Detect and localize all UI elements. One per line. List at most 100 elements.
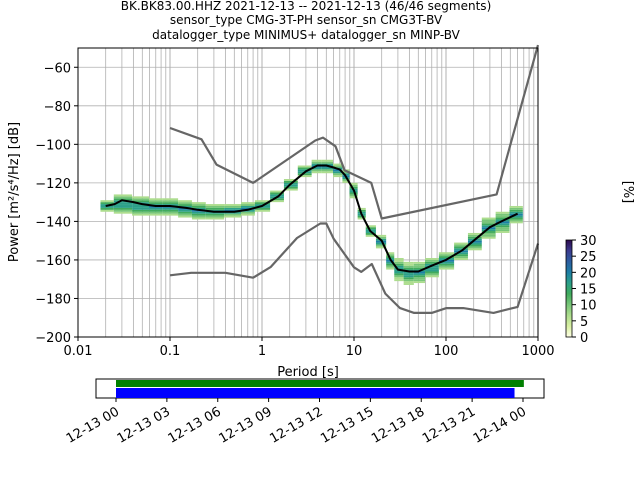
density-cell	[438, 265, 455, 268]
density-cell	[349, 192, 358, 195]
density-cell	[403, 275, 414, 278]
density-cell	[283, 186, 298, 189]
colorbar-label: [%]	[620, 181, 635, 204]
density-cell	[413, 263, 426, 266]
density-cell	[113, 204, 133, 206]
density-cell	[394, 265, 404, 268]
nhnm-line	[169, 44, 540, 220]
density-cell	[205, 215, 225, 218]
density-cell	[162, 200, 179, 203]
density-cell	[162, 202, 179, 205]
density-cell	[425, 271, 439, 274]
density-cell	[349, 186, 358, 189]
density-cell	[425, 267, 439, 270]
density-cell	[132, 211, 150, 214]
density-cell	[509, 205, 523, 208]
density-cell	[254, 209, 271, 212]
x-tick-label: 0.01	[64, 344, 93, 359]
density-cell	[149, 207, 163, 210]
density-cell	[113, 209, 133, 212]
colorbar-tick-label: 25	[580, 250, 597, 265]
density-cell	[205, 213, 225, 216]
density-cell	[438, 259, 455, 262]
density-cell	[403, 263, 414, 266]
x-axis-label: Period [s]	[277, 365, 339, 380]
density-cell	[394, 259, 404, 262]
density-cell	[425, 259, 439, 262]
density-cell	[403, 265, 414, 268]
density-cell	[467, 248, 482, 251]
colorbar-tick-label: 0	[580, 331, 588, 346]
density-cell	[438, 254, 455, 257]
density-cell	[178, 204, 192, 206]
timeline-tick-label: 12-13 09	[217, 404, 275, 446]
density-cell	[481, 223, 496, 226]
density-cell	[342, 173, 350, 176]
density-cell	[375, 244, 387, 247]
timeline-blue-bar	[116, 388, 515, 398]
density-cell	[375, 242, 387, 245]
density-cell	[162, 213, 179, 216]
density-cell	[375, 246, 387, 249]
y-tick-label: −120	[35, 177, 71, 192]
grid-lines	[77, 48, 538, 338]
density-cell	[254, 205, 271, 208]
timeline-tick-label: 12-13 06	[166, 404, 224, 446]
timeline-tick-label: 12-13 21	[420, 404, 478, 446]
density-cell	[132, 198, 150, 201]
density-cell	[162, 209, 179, 212]
density-cell	[349, 194, 358, 197]
density-cell	[454, 242, 468, 245]
density-cell	[178, 207, 192, 210]
density-cell	[149, 211, 163, 214]
density-cell	[394, 261, 404, 264]
density-cell	[162, 198, 179, 201]
density-cell	[224, 205, 242, 208]
density-cell	[178, 209, 192, 212]
y-tick-label: −100	[35, 138, 71, 153]
density-cell	[481, 232, 496, 235]
density-cell	[467, 242, 482, 245]
density-cell	[413, 267, 426, 270]
timeline-tick-label: 12-13 18	[369, 404, 427, 446]
density-cell	[191, 215, 206, 218]
density-cell	[509, 209, 523, 212]
density-cell	[241, 204, 255, 206]
density-cell	[283, 180, 298, 183]
density-cell	[178, 211, 192, 214]
density-cell	[113, 202, 133, 205]
density-cell	[509, 219, 523, 222]
density-cell	[342, 180, 350, 183]
density-cell	[311, 161, 322, 164]
density-cell	[357, 209, 366, 212]
x-tick-label: 1000	[521, 344, 554, 359]
density-cell	[270, 190, 284, 193]
mean-line	[105, 164, 519, 273]
density-cell	[254, 200, 271, 203]
density-cell	[467, 244, 482, 247]
density-cell	[100, 205, 114, 208]
density-cell	[113, 205, 133, 208]
density-cell	[224, 207, 242, 210]
density-cell	[333, 171, 343, 174]
density-cell	[386, 254, 395, 257]
density-cell	[386, 263, 395, 266]
density-cell	[224, 204, 242, 206]
density-cell	[270, 198, 284, 201]
density-cell	[495, 215, 510, 218]
density-cell	[394, 263, 404, 266]
density-cell	[481, 217, 496, 220]
density-cell	[149, 209, 163, 212]
density-cell	[357, 207, 366, 210]
density-cell	[386, 265, 395, 268]
colorbar-tick-label: 30	[580, 234, 597, 249]
density-cell	[132, 196, 150, 199]
density-cell	[132, 209, 150, 212]
y-tick-label: −140	[35, 215, 71, 230]
timeline-tick-label: 12-14 00	[471, 404, 529, 446]
density-cell	[311, 167, 322, 170]
density-cell	[481, 225, 496, 228]
density-cell	[283, 188, 298, 191]
y-tick-label: −200	[35, 331, 71, 346]
